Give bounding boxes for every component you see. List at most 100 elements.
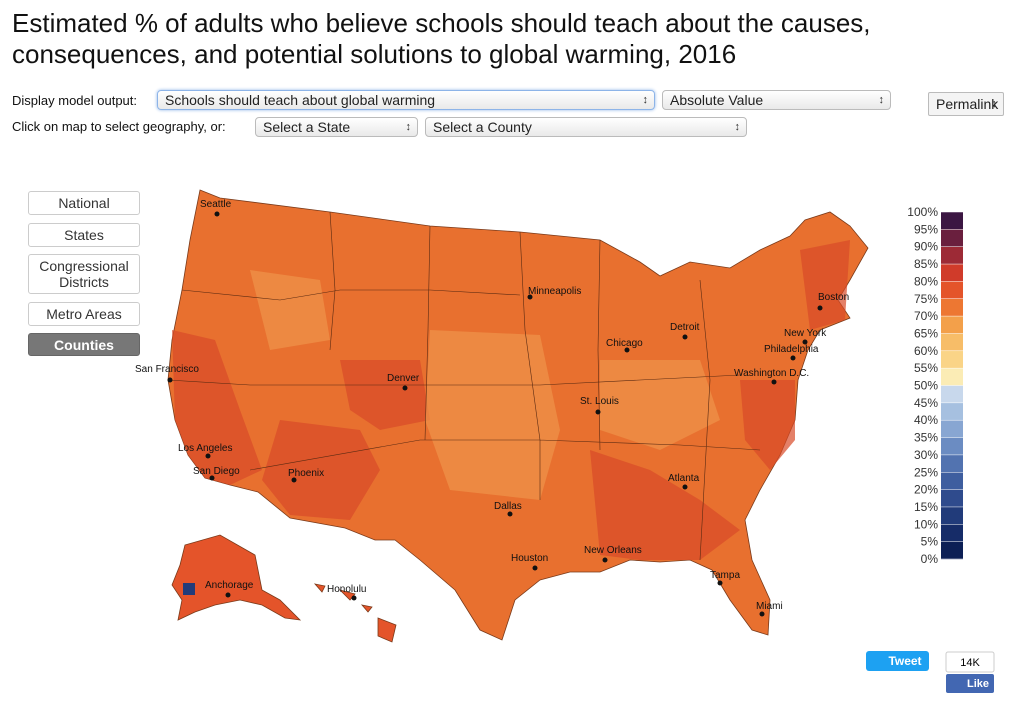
city-label: Houston [511, 553, 548, 564]
page-title: Estimated % of adults who believe school… [12, 8, 871, 69]
city-dot [595, 409, 601, 415]
tweet-button[interactable] [866, 651, 929, 671]
legend-swatch [941, 350, 963, 369]
region-shade [172, 240, 850, 560]
value-select[interactable]: Absolute Value [662, 90, 891, 110]
legend-label: 0% [921, 552, 939, 566]
legend-label: 95% [914, 222, 938, 236]
city-label: Miami [756, 601, 783, 612]
legend-swatch [941, 264, 963, 282]
legend-swatch [941, 472, 963, 490]
geo-button[interactable]: Congressional Districts [28, 254, 140, 294]
city-label: New Orleans [584, 545, 642, 556]
city-dot [624, 347, 630, 353]
city-dot [291, 477, 297, 483]
city-label: Dallas [494, 501, 522, 512]
city-label: Tampa [710, 570, 740, 581]
city-dot [527, 294, 533, 300]
legend-label: 25% [914, 465, 938, 479]
legend-swatch [941, 402, 963, 421]
legend-swatch [941, 524, 963, 542]
city-dot [817, 305, 823, 311]
city-dot [205, 453, 211, 459]
alaska-county[interactable] [183, 583, 195, 595]
city-label: Seattle [200, 199, 232, 210]
tweet-label[interactable]: Tweet [888, 654, 921, 668]
legend-swatch [941, 281, 963, 300]
geo-button-active[interactable]: Counties [28, 333, 140, 356]
city-dot [682, 484, 688, 490]
city-dot [214, 211, 220, 217]
legend-swatch [941, 368, 963, 386]
state-select[interactable]: Select a State [255, 117, 418, 137]
legend-label: 5% [921, 535, 939, 549]
city-dot [402, 385, 408, 391]
city-dot [771, 379, 777, 385]
legend-label: 70% [914, 309, 938, 323]
city-label: Honolulu [327, 584, 366, 595]
legend-swatch [941, 541, 963, 560]
city-label: St. Louis [580, 396, 619, 407]
county-select[interactable]: Select a County [425, 117, 747, 137]
geo-button[interactable]: Metro Areas [28, 302, 140, 326]
legend-swatch [941, 229, 963, 247]
geo-button[interactable]: National [28, 191, 140, 215]
legend-label: 40% [914, 413, 938, 427]
legend-label: 75% [914, 292, 938, 306]
legend-label: 20% [914, 483, 938, 497]
legend-label: 65% [914, 326, 938, 340]
city-label: Los Angeles [178, 443, 233, 454]
city-label: Denver [387, 373, 420, 384]
city-dot [717, 580, 723, 586]
city-label: Philadelphia [764, 344, 819, 355]
legend-swatch [941, 212, 963, 230]
legend-swatch [941, 437, 963, 456]
alaska[interactable] [171, 534, 302, 621]
legend-swatch [941, 385, 963, 404]
geo-button[interactable]: States [28, 223, 140, 247]
city-dot [759, 611, 765, 617]
legend-swatch [941, 506, 963, 525]
like-label[interactable]: Like [967, 678, 989, 690]
city-dot [602, 557, 608, 563]
legend-label: 30% [914, 448, 938, 462]
legend-swatch [941, 246, 963, 265]
city-dot [532, 565, 538, 571]
like-count: 14K [960, 657, 980, 669]
permalink-button[interactable]: Permalink [928, 92, 1004, 116]
city-dot [209, 475, 215, 481]
legend-swatch [941, 333, 963, 352]
legend-label: 90% [914, 240, 938, 254]
city-label: Phoenix [288, 468, 324, 479]
legend-label: 15% [914, 500, 938, 514]
city-label: New York [784, 328, 827, 339]
city-dot [507, 511, 513, 517]
output-select[interactable]: Schools should teach about global warmin… [157, 90, 655, 110]
legend-label: 100% [907, 205, 938, 219]
city-dot [351, 595, 357, 601]
legend-label: 55% [914, 361, 938, 375]
legend-label: 60% [914, 344, 938, 358]
legend-swatch [941, 316, 963, 334]
legend-label: 80% [914, 274, 938, 288]
city-dot [167, 377, 173, 383]
city-dot [682, 334, 688, 340]
city-label: Minneapolis [528, 286, 581, 297]
city-label: Atlanta [668, 473, 700, 484]
legend-swatch [941, 420, 963, 438]
city-label: Detroit [670, 322, 700, 333]
legend-swatch [941, 298, 963, 317]
city-label: Anchorage [205, 580, 254, 591]
legend-label: 35% [914, 431, 938, 445]
legend-label: 45% [914, 396, 938, 410]
geo-label: Click on map to select geography, or: [12, 119, 226, 134]
legend-label: 85% [914, 257, 938, 271]
city-dot [225, 592, 231, 598]
city-label: Washington D.C. [734, 368, 809, 379]
city-label: Chicago [606, 338, 643, 349]
like-button[interactable] [946, 674, 994, 693]
city-label: San Francisco [135, 364, 199, 375]
output-label: Display model output: [12, 93, 138, 108]
